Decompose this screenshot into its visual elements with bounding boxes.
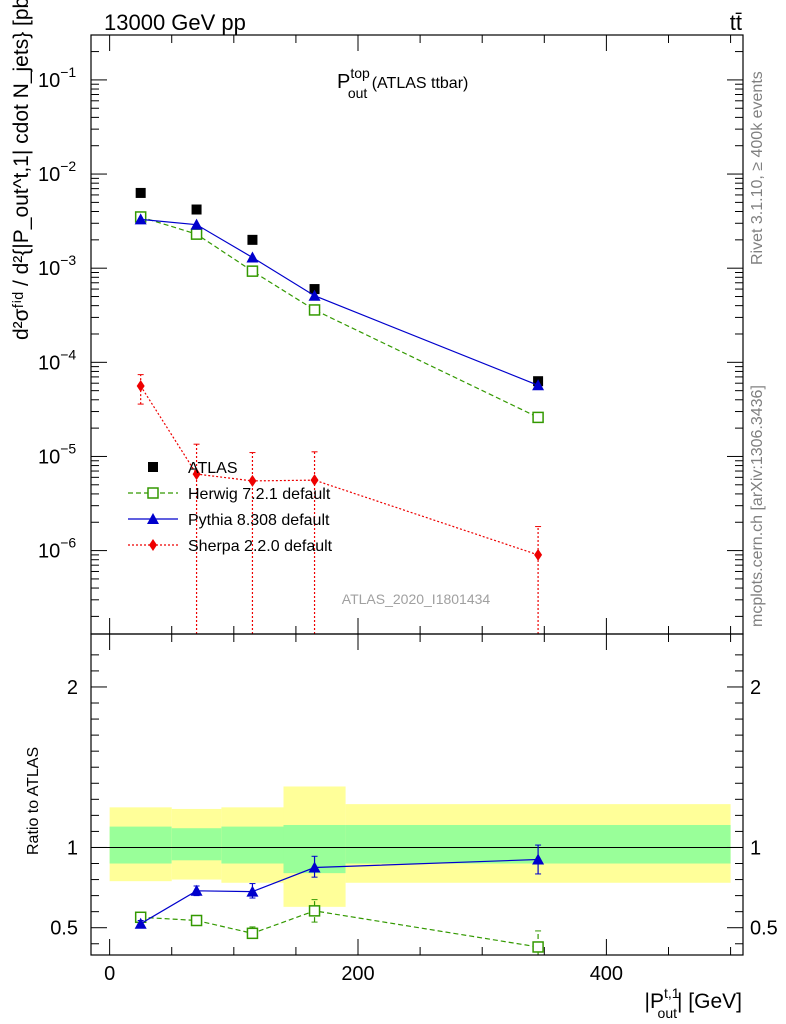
y-tick-label: 10−1 [38,64,76,92]
y-tick-label: 10−2 [38,158,76,186]
data-point-sherpa [248,474,257,487]
legend-label: Sherpa 2.2.0 default [188,538,333,555]
data-point-pythia [190,884,203,896]
uncertainty-bands [109,786,731,907]
series-pythia [134,844,545,929]
legend-marker [147,487,159,499]
legend-marker [149,539,157,551]
legend-label: ATLAS [188,460,238,477]
legend-label: Herwig 7.2.1 default [188,486,331,503]
y-tick-label: 10−5 [38,440,76,468]
data-point-pythia [308,289,321,301]
ratio-y-tick-label: 1 [750,837,761,859]
main-plot-title: Ptop out (ATLAS ttbar) [337,65,468,101]
data-point-herwig [532,411,544,424]
data-point-pythia [134,917,147,929]
data-point-atlas [135,187,146,198]
data-point-sherpa [310,474,319,487]
ratio-y-tick-label: 2 [750,677,761,699]
data-point-atlas [309,284,320,295]
legend-item-sherpa: Sherpa 2.2.0 default [128,538,333,555]
legend: ATLAS Herwig 7.2.1 default Pythia 8.308 de… [128,460,333,555]
main-axis-ticks: 10−6 10−5 10−4 10−3 10−2 10−1 [38,35,743,634]
x-tick-label: 200 [341,963,374,985]
data-point-pythia [246,885,259,897]
y-tick-label: 10−3 [38,252,76,280]
inner-uncertainty-band [221,826,284,864]
series-line-herwig [140,216,539,418]
data-point-herwig [190,228,203,240]
legend-item-atlas: ATLAS [148,460,238,477]
data-point-pythia [532,379,545,391]
data-point-herwig [532,941,544,953]
data-point-pythia [308,861,321,873]
data-point-herwig [190,914,203,927]
x-tick-label: 400 [590,963,623,985]
legend-marker [148,462,158,472]
legend-marker [147,513,159,524]
ratio-y-axis-label: Ratio to ATLAS [25,747,42,855]
ratio-y-tick-label: 1 [67,837,78,859]
legend-label: Pythia 8.308 default [188,512,330,529]
series-pythia [134,213,545,391]
ratio-y-tick-label: 2 [67,677,78,699]
data-point-herwig [246,927,259,940]
data-point-herwig [246,265,259,277]
ratio-data-series [134,844,545,955]
y-tick-label: 10−6 [38,535,76,563]
process-label: tt̄ [730,10,742,35]
data-point-sherpa [136,380,145,393]
main-panel: 10−6 10−5 10−4 10−3 10−2 10−1 Ptop out (ATLAS … [10,0,744,635]
inner-uncertainty-band [109,826,172,864]
series-herwig [134,211,544,424]
data-point-sherpa [192,468,201,481]
data-point-pythia [134,213,147,225]
data-point-pythia [190,218,203,230]
inner-uncertainty-band [171,828,222,861]
rivet-side-label: Rivet 3.1.10, ≥ 400k events [749,71,766,265]
series-sherpa [136,374,543,634]
series-herwig [134,899,544,955]
data-point-herwig [308,304,321,316]
y-tick-label: 10−4 [38,346,76,374]
x-axis-label: |Pt,1 out| [GeV] [645,985,743,1021]
data-point-herwig [308,905,321,917]
series-atlas [135,187,544,387]
ratio-axis-ticks: 0 200 400 0.5 0.5 1 1 2 2 [50,634,778,985]
energy-label: 13000 GeV pp [104,10,246,35]
legend-item-pythia: Pythia 8.308 default [128,512,330,529]
ratio-y-tick-label: 0.5 [50,918,78,940]
main-y-axis-label: d²σᶠⁱᵈ / d²{|P_out^t,1| cdot N_jets} [pb… [10,0,33,340]
legend-item-herwig: Herwig 7.2.1 default [128,486,331,503]
analysis-label: ATLAS_2020_I1801434 [342,591,491,607]
data-point-sherpa [534,548,543,561]
data-point-atlas [191,204,202,215]
data-point-atlas [247,234,258,245]
data-point-pythia [532,853,545,865]
mcplots-side-label: mcplots.cern.ch [arXiv:1306.3436] [749,385,766,627]
ratio-y-tick-label: 0.5 [750,918,778,940]
series-line-pythia [140,218,539,386]
x-tick-label: 0 [104,963,115,985]
ratio-frame [90,633,744,956]
main-data-series [134,187,545,634]
data-point-pythia [246,251,259,263]
ratio-panel: 0 200 400 0.5 0.5 1 1 2 2 Ratio to ATLAS |Pt,1 ou… [25,633,778,1021]
